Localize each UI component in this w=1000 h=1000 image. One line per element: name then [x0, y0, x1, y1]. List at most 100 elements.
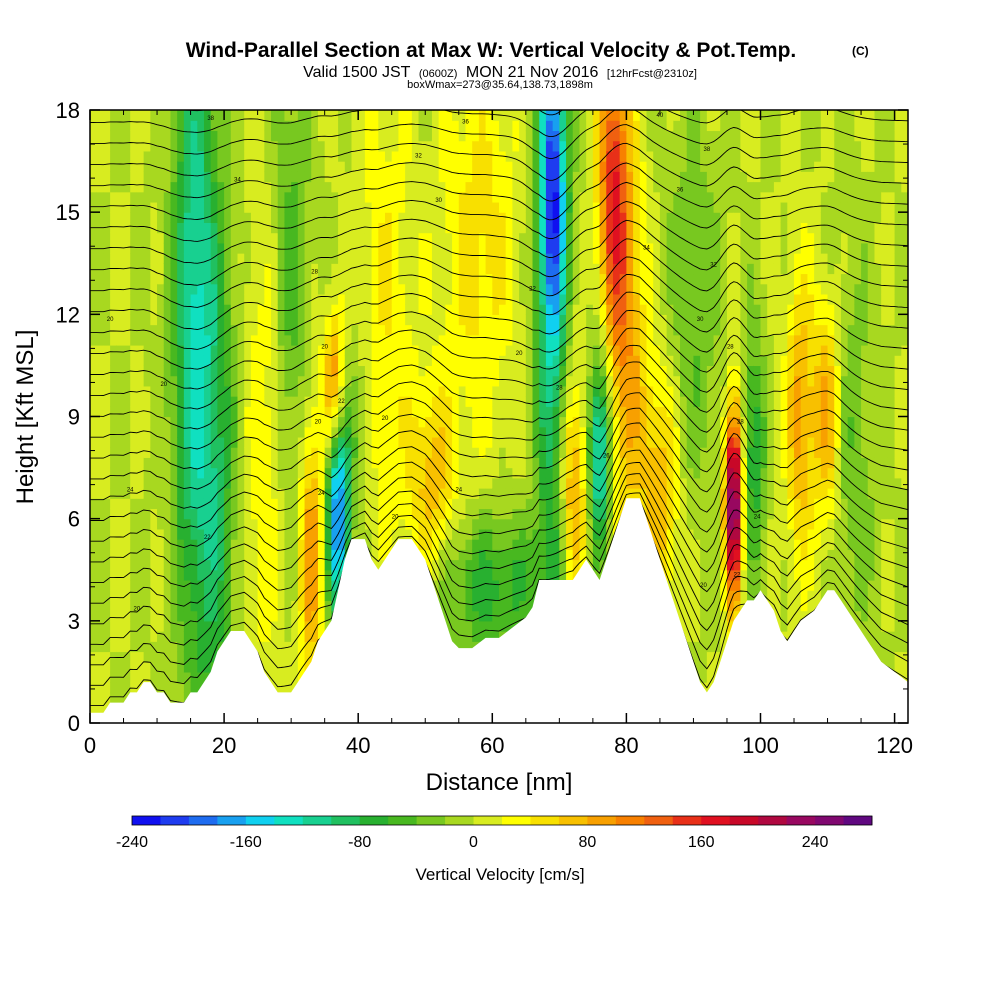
w-cell	[317, 467, 326, 479]
w-cell	[284, 447, 292, 458]
w-cell	[217, 293, 225, 305]
w-cell	[351, 355, 359, 367]
w-cell	[512, 130, 520, 142]
w-cell	[552, 467, 560, 479]
w-cell	[425, 385, 433, 397]
w-cell	[431, 426, 440, 438]
w-cell	[163, 426, 172, 438]
w-cell	[317, 130, 326, 142]
w-cell	[150, 191, 158, 203]
w-cell	[351, 293, 359, 305]
w-cell	[150, 620, 158, 632]
w-cell	[358, 426, 366, 438]
w-cell	[324, 539, 332, 550]
w-cell	[505, 508, 513, 520]
w-cell	[143, 120, 151, 132]
w-cell	[606, 263, 614, 275]
w-cell	[257, 161, 265, 172]
w-cell	[150, 314, 158, 326]
w-cell	[512, 426, 520, 438]
w-cell	[599, 181, 607, 193]
w-cell	[344, 528, 353, 540]
w-cell	[505, 590, 513, 601]
w-cell	[130, 253, 138, 264]
w-cell	[579, 365, 587, 377]
w-cell	[311, 610, 319, 622]
w-cell	[385, 191, 393, 203]
w-cell	[297, 304, 306, 315]
w-cell	[116, 498, 125, 510]
w-cell	[203, 600, 212, 612]
w-cell	[639, 467, 648, 479]
w-cell	[425, 406, 433, 418]
w-cell	[465, 314, 473, 326]
w-cell	[364, 467, 373, 479]
w-cell	[170, 253, 178, 264]
w-cell	[163, 436, 172, 448]
w-cell	[203, 559, 212, 571]
w-cell	[217, 140, 225, 152]
w-cell	[297, 191, 306, 203]
w-cell	[425, 344, 433, 356]
w-cell	[317, 426, 326, 438]
w-cell	[485, 600, 493, 612]
w-cell	[264, 528, 272, 540]
w-cell	[90, 304, 98, 315]
w-cell	[445, 508, 453, 520]
w-cell	[210, 406, 218, 418]
w-cell	[331, 283, 339, 295]
w-cell	[438, 140, 446, 152]
w-cell	[338, 222, 346, 234]
w-cell	[418, 232, 426, 244]
w-cell	[492, 426, 500, 438]
w-cell	[217, 498, 225, 510]
w-cell	[532, 130, 540, 142]
w-cell	[331, 406, 339, 418]
w-cell	[566, 273, 574, 285]
w-cell	[203, 365, 212, 377]
w-cell	[552, 365, 560, 377]
w-cell	[472, 283, 480, 295]
w-cell	[472, 600, 480, 612]
w-cell	[633, 253, 641, 264]
w-cell	[371, 549, 379, 561]
w-cell	[539, 171, 547, 183]
w-cell	[203, 426, 212, 438]
w-cell	[224, 385, 232, 397]
w-cell	[512, 477, 520, 489]
w-cell	[96, 631, 104, 642]
w-cell	[264, 201, 272, 213]
w-cell	[592, 539, 601, 550]
w-cell	[177, 130, 185, 142]
w-cell	[123, 120, 131, 132]
w-cell	[418, 365, 426, 377]
w-cell	[472, 150, 480, 162]
w-cell	[559, 426, 567, 438]
w-cell	[297, 631, 306, 642]
w-cell	[277, 488, 286, 499]
w-cell	[237, 467, 245, 479]
w-cell	[606, 293, 614, 305]
w-cell	[170, 559, 178, 571]
w-cell	[559, 488, 567, 499]
w-cell	[237, 436, 245, 448]
w-cell	[230, 120, 239, 132]
w-cell	[230, 232, 239, 244]
w-cell	[572, 150, 581, 162]
w-cell	[385, 110, 393, 121]
w-cell	[331, 559, 339, 571]
w-cell	[552, 181, 560, 193]
w-cell	[230, 559, 239, 571]
w-cell	[123, 130, 131, 142]
w-cell	[358, 467, 366, 479]
w-cell	[358, 385, 366, 397]
w-cell	[177, 590, 185, 601]
w-cell	[411, 171, 420, 183]
w-cell	[311, 396, 319, 407]
w-cell	[170, 447, 178, 458]
w-cell	[271, 201, 279, 213]
w-cell	[250, 130, 259, 142]
w-cell	[291, 181, 299, 193]
w-cell	[244, 191, 252, 203]
w-cell	[499, 610, 507, 622]
